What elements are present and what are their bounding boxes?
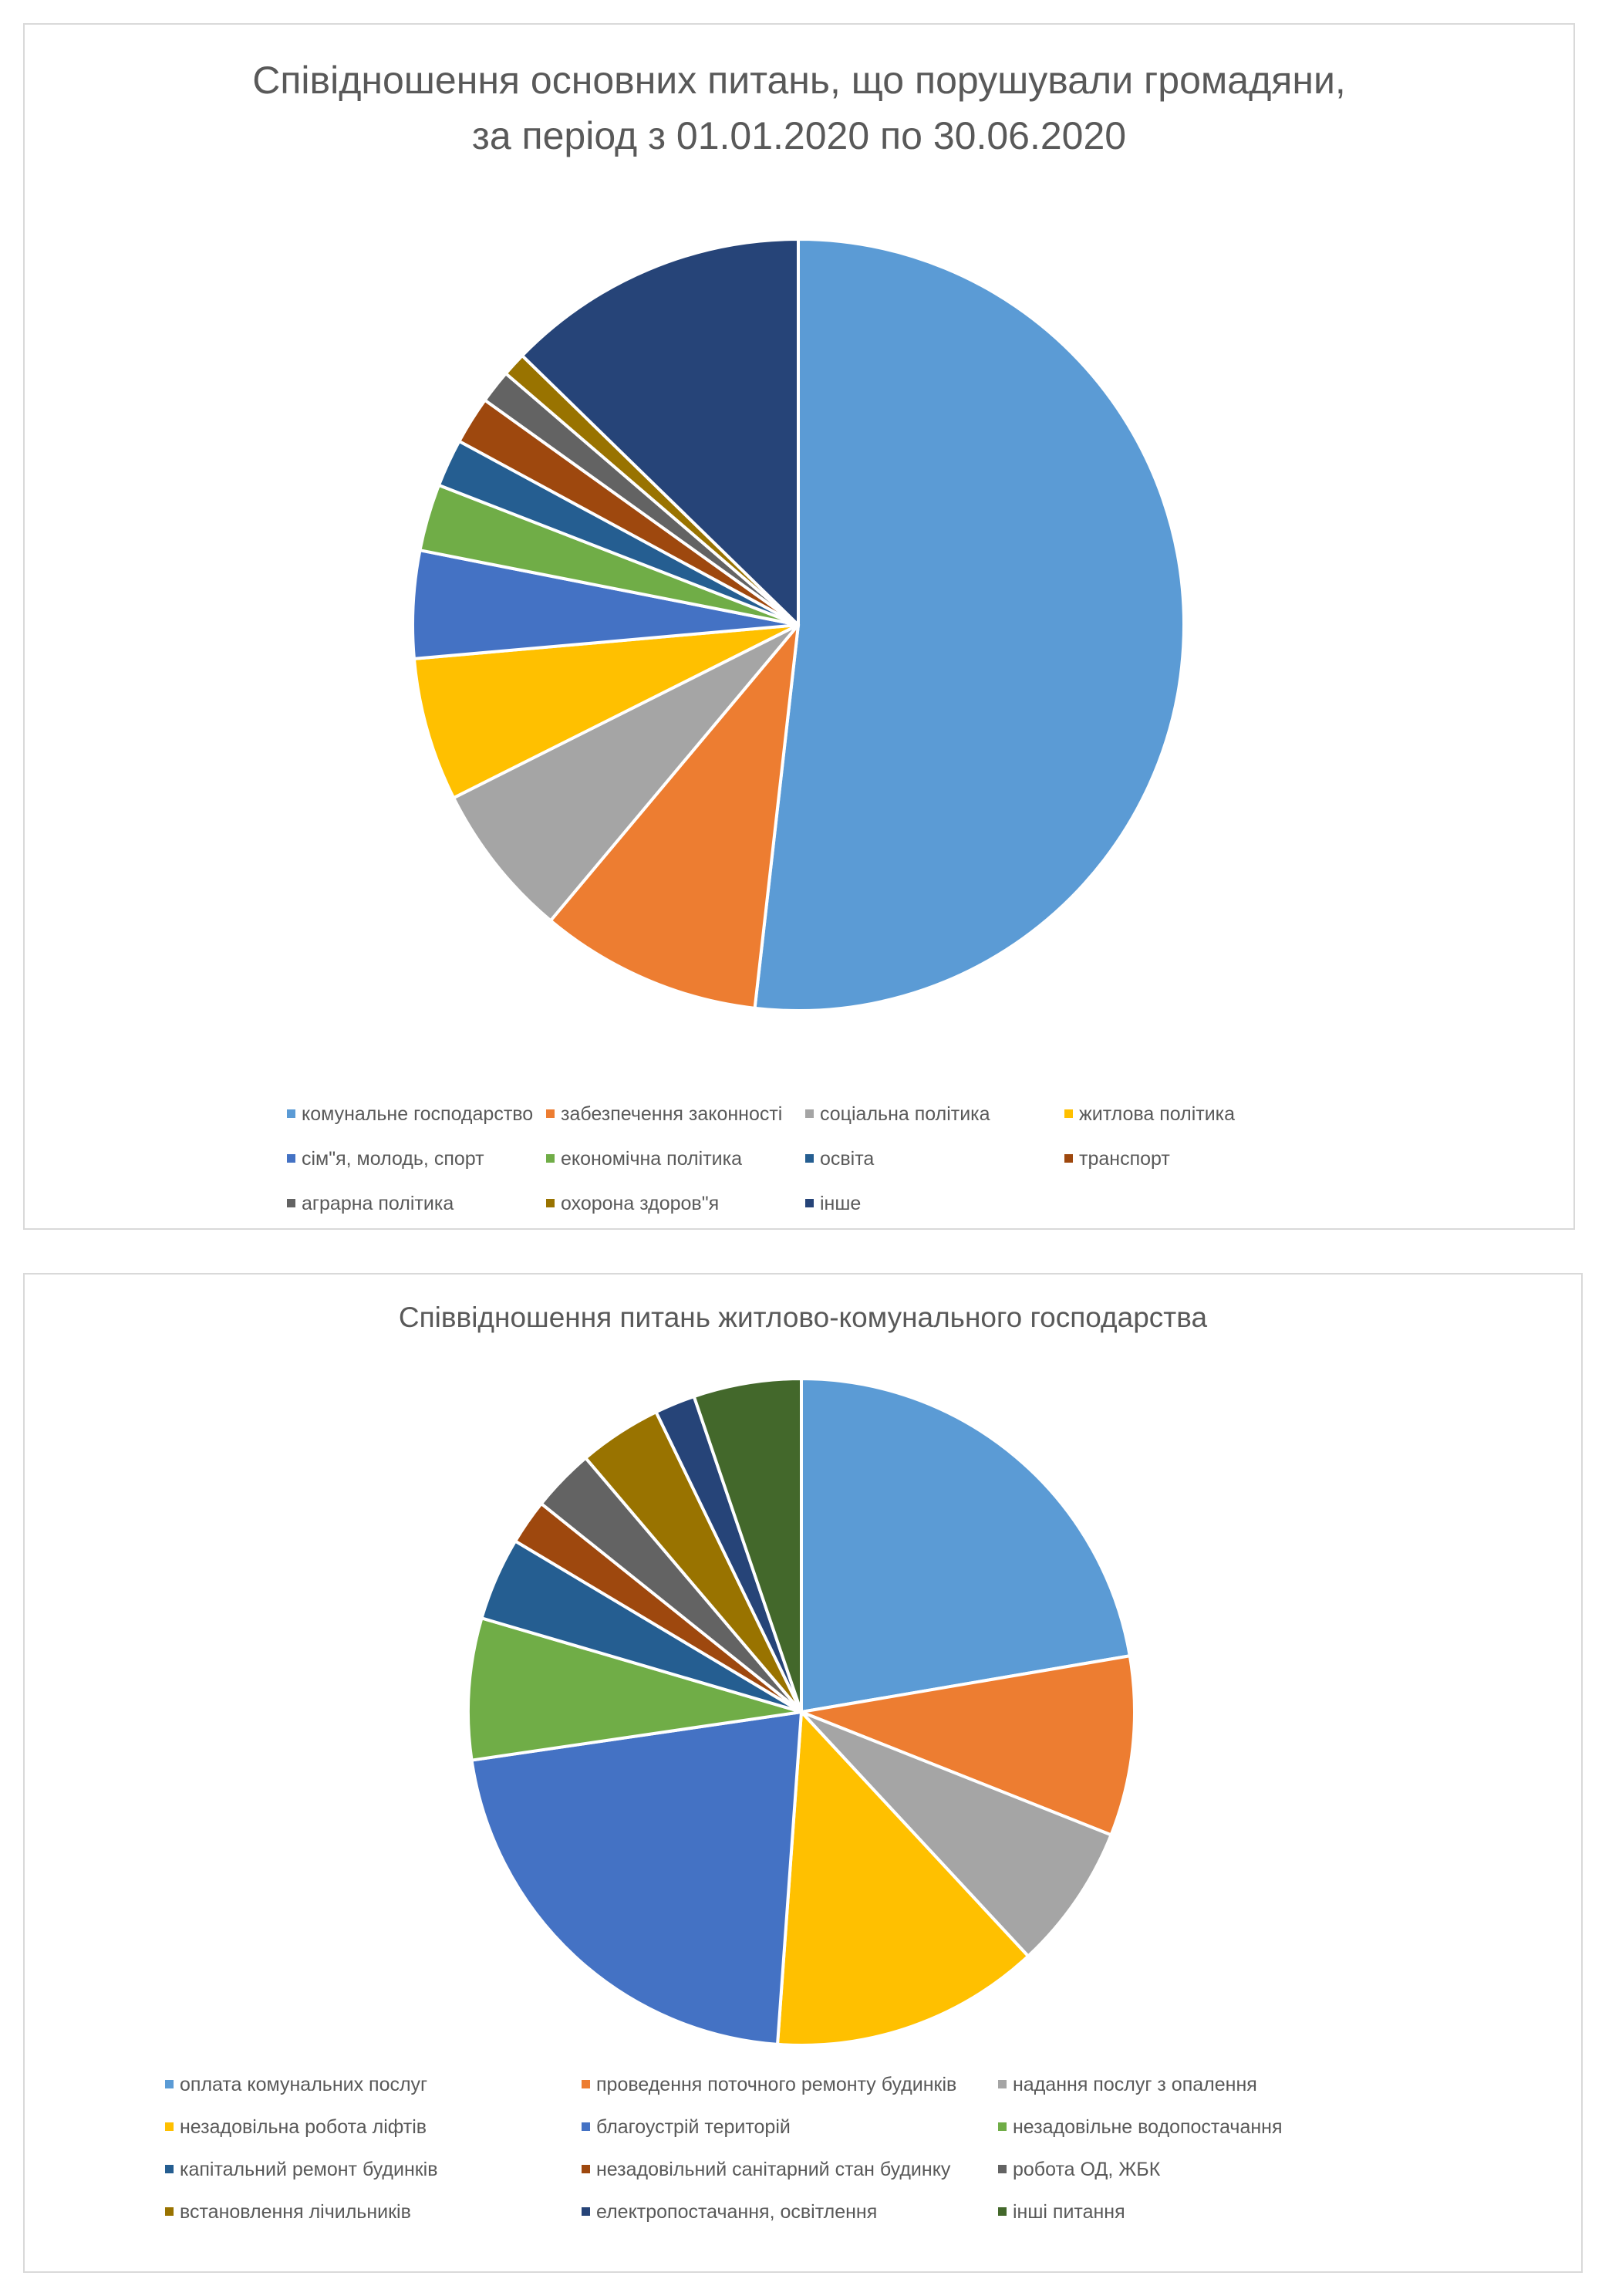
legend-label: капітальний ремонт будинків	[180, 2159, 438, 2180]
legend-label: оплата комунальних послуг	[180, 2074, 428, 2095]
pie-slice-3	[776, 1710, 1030, 2047]
legend-swatch	[998, 2122, 1007, 2131]
legend-swatch	[287, 1153, 295, 1163]
legend-swatch	[287, 1198, 295, 1207]
legend-swatch	[805, 1198, 814, 1207]
legend-swatch	[998, 2164, 1007, 2173]
legend-swatch	[582, 2164, 590, 2173]
legend-swatch	[582, 2207, 590, 2216]
legend-item: електропостачання, освітлення	[582, 2200, 877, 2223]
legend-label: забезпечення законності	[561, 1103, 783, 1125]
legend-item: встановлення лічильників	[165, 2200, 411, 2223]
legend-item: робота ОД, ЖБК	[998, 2158, 1160, 2181]
legend-item: проведення поточного ремонту будинків	[582, 2073, 956, 2096]
legend-label: проведення поточного ремонту будинків	[596, 2074, 957, 2095]
legend-swatch	[998, 2207, 1007, 2216]
legend-label: житлова політика	[1079, 1103, 1236, 1125]
legend-swatch	[582, 2122, 590, 2131]
legend-item: надання послуг з опалення	[998, 2073, 1257, 2096]
chart-title-line-1: Співвідношення питань житлово-комунально…	[398, 1302, 1208, 1333]
pie-chart	[467, 1377, 1136, 2047]
legend-swatch	[546, 1109, 555, 1118]
legend-label: сім"я, молодь, спорт	[302, 1148, 484, 1170]
legend-item: освіта	[805, 1147, 874, 1170]
legend-item: незадовільний санітарний стан будинку	[582, 2158, 950, 2181]
legend-label: благоустрій територій	[596, 2116, 791, 2138]
pie-slice-11	[692, 1377, 803, 1714]
legend-label: електропостачання, освітлення	[596, 2201, 878, 2223]
legend-item: комунальне господарство	[287, 1102, 533, 1126]
legend-swatch	[546, 1153, 555, 1163]
pie-slice-0	[800, 1377, 1132, 1714]
legend-item: охорона здоров"я	[546, 1192, 719, 1215]
pie-slice-1	[548, 623, 800, 1010]
legend-label: робота ОД, ЖБК	[1013, 2159, 1161, 2180]
legend-swatch	[165, 2207, 174, 2216]
legend-swatch	[165, 2079, 174, 2088]
chart-title: Співідношення основних питань, що порушу…	[25, 52, 1573, 164]
legend-label: незадовільний санітарний стан будинку	[596, 2159, 951, 2180]
pie-slice-0	[753, 238, 1185, 1012]
legend-label: інше	[820, 1193, 862, 1214]
legend-label: економічна політика	[561, 1148, 742, 1170]
legend-swatch	[582, 2079, 590, 2088]
legend-swatch	[287, 1109, 295, 1118]
pie-slice-1	[800, 1654, 1136, 1837]
legend-item: благоустрій територій	[582, 2115, 791, 2139]
legend-swatch	[1064, 1153, 1073, 1163]
pie-slice-4	[470, 1710, 803, 2046]
legend-item: інше	[805, 1192, 861, 1215]
legend-label: незадовільне водопостачання	[1013, 2116, 1283, 2138]
legend-label: освіта	[820, 1148, 875, 1170]
legend-item: капітальний ремонт будинків	[165, 2158, 438, 2181]
legend-item: транспорт	[1064, 1147, 1170, 1170]
legend-item: інші питання	[998, 2200, 1125, 2223]
legend-label: транспорт	[1079, 1148, 1170, 1170]
legend-label: охорона здоров"я	[561, 1193, 720, 1214]
legend-swatch	[998, 2079, 1007, 2088]
chart-title-line-2: за період з 01.01.2020 по 30.06.2020	[471, 114, 1127, 157]
legend-item: аграрна політика	[287, 1192, 454, 1215]
legend-item: соціальна політика	[805, 1102, 990, 1126]
chart-title: Співвідношення питань житлово-комунально…	[25, 1299, 1581, 1336]
legend-swatch	[165, 2164, 174, 2173]
chart-panel-housing-issues: Співвідношення питань житлово-комунально…	[23, 1273, 1583, 2273]
legend-label: встановлення лічильників	[180, 2201, 411, 2223]
pie-chart	[411, 238, 1185, 1012]
legend-label: незадовільна робота ліфтів	[180, 2116, 427, 2138]
legend-label: аграрна політика	[302, 1193, 454, 1214]
legend-item: забезпечення законності	[546, 1102, 782, 1126]
legend-swatch	[1064, 1109, 1073, 1118]
legend-label: соціальна політика	[820, 1103, 990, 1125]
legend-item: економічна політика	[546, 1147, 742, 1170]
chart-title-line-1: Співідношення основних питань, що порушу…	[252, 59, 1346, 102]
legend-swatch	[805, 1109, 814, 1118]
pie-slice-2	[800, 1710, 1113, 1958]
legend-swatch	[546, 1198, 555, 1207]
legend-item: сім"я, молодь, спорт	[287, 1147, 484, 1170]
pie-slice-5	[467, 1616, 803, 1762]
legend-item: незадовільна робота ліфтів	[165, 2115, 427, 2139]
legend-item: незадовільне водопостачання	[998, 2115, 1283, 2139]
legend-label: надання послуг з опалення	[1013, 2074, 1257, 2095]
legend-label: інші питання	[1013, 2201, 1125, 2223]
legend-swatch	[165, 2122, 174, 2131]
legend-item: оплата комунальних послуг	[165, 2073, 427, 2096]
pie-slice-2	[452, 623, 800, 923]
chart-panel-main-issues: Співідношення основних питань, що порушу…	[23, 23, 1575, 1230]
legend-label: комунальне господарство	[302, 1103, 534, 1125]
pie-slice-3	[412, 623, 800, 800]
legend-item: житлова політика	[1064, 1102, 1235, 1126]
pie-slice-10	[521, 238, 800, 626]
legend-swatch	[805, 1153, 814, 1163]
